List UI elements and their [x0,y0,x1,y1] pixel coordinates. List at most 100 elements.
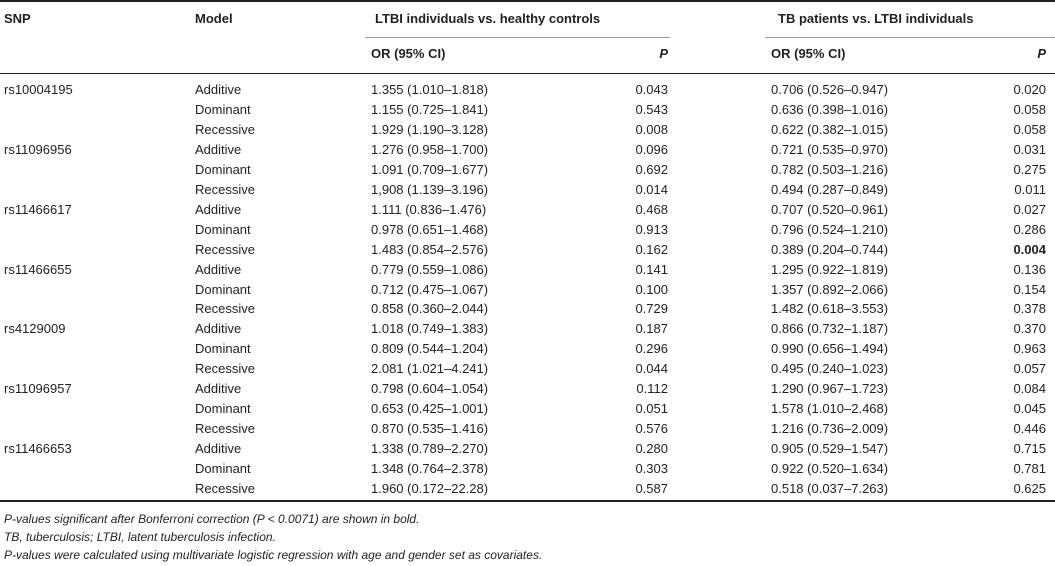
cell-or-ltbi-vs-controls: 1,908 (1.139–3.196) [371,181,489,197]
col-header-p2: P [1037,46,1046,61]
cell-or-tb-vs-ltbi: 0.721 (0.535–0.970) [771,141,889,157]
cell-snp: rs4129009 [4,321,66,337]
cell-or-ltbi-vs-controls: 1.960 (0.172–22.28) [371,481,489,496]
cell-model: Dominant [195,101,251,117]
cell-snp: rs11466653 [4,441,72,457]
footnote-method: P-values were calculated using multivari… [4,548,543,562]
table-row: rs11096957 Additive 0.798 (0.604–1.054) 0.1… [0,379,1055,399]
table-row: Dominant 1.348 (0.764–2.378) 0.303 0.922 (0… [0,459,1055,479]
cell-or-tb-vs-ltbi: 0.495 (0.240–1.023) [771,361,889,377]
cell-p-ltbi-vs-controls: 0.096 [635,141,668,157]
cell-or-tb-vs-ltbi: 0.782 (0.503–1.216) [771,161,889,177]
cell-or-ltbi-vs-controls: 0.653 (0.425–1.001) [371,401,489,417]
cell-or-ltbi-vs-controls: 1.355 (1.010–1.818) [371,82,489,97]
cell-snp: rs11466617 [4,201,72,217]
cell-or-tb-vs-ltbi: 0.905 (0.529–1.547) [771,441,889,457]
cell-p-ltbi-vs-controls: 0.043 [635,82,668,97]
table-row: Dominant 1.155 (0.725–1.841) 0.543 0.636 (0… [0,100,1055,120]
table-row: Recessive 1.483 (0.854–2.576) 0.162 0.389 (… [0,240,1055,260]
table-row: Dominant 0.809 (0.544–1.204) 0.296 0.990 (0… [0,339,1055,359]
cell-model: Recessive [195,301,255,317]
cell-p-tb-vs-ltbi: 0.378 [1013,301,1046,317]
cell-model: Dominant [195,221,251,237]
cell-p-ltbi-vs-controls: 0.008 [635,121,668,137]
header-bottom-rule [0,73,1055,74]
cell-model: Recessive [195,181,255,197]
cell-or-ltbi-vs-controls: 0.809 (0.544–1.204) [371,341,489,357]
cell-or-ltbi-vs-controls: 1.018 (0.749–1.383) [371,321,489,337]
col-header-model: Model [195,11,233,26]
table-top-rule [0,0,1055,2]
cell-or-ltbi-vs-controls: 0.870 (0.535–1.416) [371,421,489,437]
cell-p-tb-vs-ltbi: 0.020 [1013,82,1046,97]
col-header-snp: SNP [4,11,31,26]
cell-p-ltbi-vs-controls: 0.296 [635,341,668,357]
cell-model: Recessive [195,481,255,496]
table-row: rs10004195 Additive 1.355 (1.010–1.818) 0.0… [0,80,1055,100]
col-header-p1: P [659,46,668,61]
cell-p-ltbi-vs-controls: 0.576 [635,421,668,437]
cell-model: Recessive [195,241,255,257]
cell-snp: rs11096956 [4,141,72,157]
table-row: Dominant 0.653 (0.425–1.001) 0.051 1.578 (1… [0,399,1055,419]
cell-or-tb-vs-ltbi: 0.636 (0.398–1.016) [771,101,889,117]
table-row: Recessive 0.870 (0.535–1.416) 0.576 1.216 (… [0,419,1055,439]
cell-or-tb-vs-ltbi: 0.706 (0.526–0.947) [771,82,889,97]
cell-or-tb-vs-ltbi: 0.990 (0.656–1.494) [771,341,889,357]
cell-or-tb-vs-ltbi: 0.866 (0.732–1.187) [771,321,889,337]
table-row: rs11096956 Additive 1.276 (0.958–1.700) 0.0… [0,140,1055,160]
cell-p-tb-vs-ltbi: 0.154 [1013,281,1046,297]
cell-or-tb-vs-ltbi: 1.578 (1.010–2.468) [771,401,889,417]
cell-p-ltbi-vs-controls: 0.112 [636,381,668,397]
cell-p-tb-vs-ltbi: 0.715 [1013,441,1046,457]
cell-p-tb-vs-ltbi: 0.045 [1013,401,1046,417]
cell-p-tb-vs-ltbi: 0.027 [1013,201,1046,217]
cell-p-tb-vs-ltbi: 0.963 [1013,341,1046,357]
cell-p-ltbi-vs-controls: 0.141 [635,261,668,277]
cell-model: Additive [195,321,242,337]
cell-or-tb-vs-ltbi: 0.389 (0.204–0.744) [771,241,889,257]
cell-model: Additive [195,201,242,217]
cell-p-ltbi-vs-controls: 0.162 [635,241,668,257]
cell-model: Dominant [195,401,251,417]
table-row: Recessive 1.929 (1.190–3.128) 0.008 0.622 (… [0,120,1055,140]
col-header-or2: OR (95% CI) [771,46,846,61]
cell-model: Additive [195,381,242,397]
cell-p-ltbi-vs-controls: 0.587 [635,481,668,496]
footnote-bonferroni: P-values significant after Bonferroni co… [4,512,420,526]
cell-or-ltbi-vs-controls: 2.081 (1.021–4.241) [371,361,489,377]
table-row: Recessive 0.858 (0.360–2.044) 0.729 1.482 (… [0,299,1055,319]
cell-p-tb-vs-ltbi: 0.011 [1014,181,1046,197]
table-row: rs11466653 Additive 1.338 (0.789–2.270) 0.2… [0,439,1055,459]
cell-or-ltbi-vs-controls: 0.858 (0.360–2.044) [371,301,489,317]
cell-p-ltbi-vs-controls: 0.044 [635,361,668,377]
cell-or-ltbi-vs-controls: 1.111 (0.836–1.476) [371,201,487,217]
cell-model: Recessive [195,361,255,377]
cell-p-ltbi-vs-controls: 0.468 [635,201,668,217]
cell-p-ltbi-vs-controls: 0.303 [635,461,668,477]
cell-p-tb-vs-ltbi: 0.058 [1013,101,1046,117]
cell-snp: rs11096957 [4,381,72,397]
cell-or-ltbi-vs-controls: 0.712 (0.475–1.067) [371,281,489,297]
cell-p-ltbi-vs-controls: 0.187 [635,321,668,337]
cell-p-tb-vs-ltbi: 0.370 [1013,321,1046,337]
cell-model: Recessive [195,121,255,137]
cell-or-ltbi-vs-controls: 1.348 (0.764–2.378) [371,461,489,477]
cell-model: Additive [195,261,242,277]
footnote-abbreviations: TB, tuberculosis; LTBI, latent tuberculo… [4,530,276,544]
cell-or-tb-vs-ltbi: 1.295 (0.922–1.819) [771,261,889,277]
cell-p-tb-vs-ltbi: 0.004 [1013,241,1046,257]
col-header-group2: TB patients vs. LTBI individuals [778,11,974,26]
cell-or-ltbi-vs-controls: 0.779 (0.559–1.086) [371,261,489,277]
cell-p-ltbi-vs-controls: 0.100 [635,281,668,297]
table-row: Recessive 1.960 (0.172–22.28) 0.587 0.518 (… [0,479,1055,499]
cell-or-tb-vs-ltbi: 0.622 (0.382–1.015) [771,121,889,137]
cell-p-tb-vs-ltbi: 0.057 [1013,361,1046,377]
cell-snp: rs10004195 [4,82,73,97]
cell-snp: rs11466655 [4,261,72,277]
cell-p-tb-vs-ltbi: 0.058 [1013,121,1046,137]
table-row: rs11466617 Additive 1.111 (0.836–1.476) 0.4… [0,200,1055,220]
cell-or-ltbi-vs-controls: 1.338 (0.789–2.270) [371,441,489,457]
cell-or-ltbi-vs-controls: 0.978 (0.651–1.468) [371,221,489,237]
cell-or-ltbi-vs-controls: 1.091 (0.709–1.677) [371,161,489,177]
